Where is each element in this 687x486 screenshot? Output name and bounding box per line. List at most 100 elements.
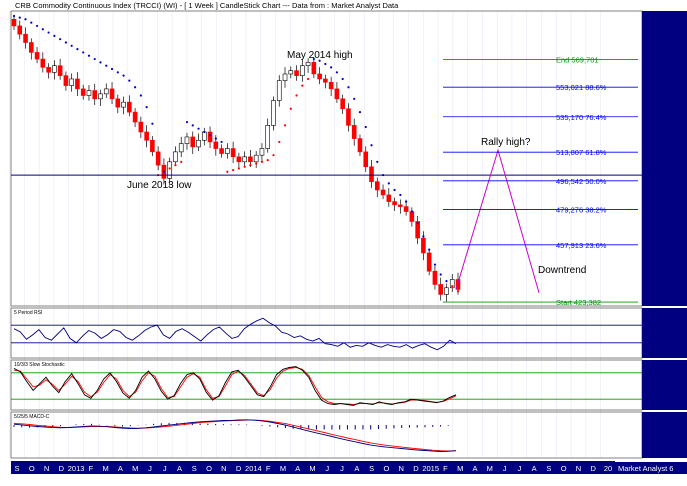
sar-dot: [416, 222, 419, 225]
candle: [259, 148, 265, 156]
candle: [23, 33, 28, 43]
sar-dot: [260, 160, 264, 163]
time-tick-label: O: [383, 464, 389, 473]
time-tick-label: 2015: [422, 464, 439, 473]
candle: [52, 65, 57, 73]
candle: [392, 201, 397, 206]
sar-dot: [347, 86, 350, 89]
time-axis: S O N D 2013 F M A M J J A S O N D 2014 F M A M J J A S O N D 2015 F M…: [11, 461, 615, 474]
sar-dot: [226, 170, 229, 173]
sar-dot: [35, 24, 39, 28]
fib-label: 553,021 88.6%: [556, 83, 607, 92]
time-tick-label: M: [309, 464, 315, 473]
candle: [363, 151, 369, 168]
time-tick-label: M: [487, 464, 493, 473]
macd-title: 5/25/5 MACD-C: [14, 414, 50, 420]
time-tick-label: S: [14, 464, 19, 473]
sar-dot: [122, 74, 125, 77]
candle: [398, 204, 403, 207]
candle: [449, 279, 455, 289]
sar-dot: [208, 134, 212, 137]
sar-dot: [105, 64, 108, 67]
time-tick-label: D: [59, 464, 65, 473]
sar-dot: [162, 170, 166, 173]
sar-dot: [445, 280, 448, 283]
sar-dot: [24, 18, 27, 21]
fib-lines: End 569,701 553,021 88.6% 535,170 76.4% 513…: [443, 56, 638, 307]
sar-dot: [128, 79, 131, 82]
candle: [351, 125, 357, 139]
candle: [34, 52, 40, 60]
sar-dot: [133, 86, 137, 89]
time-tick-label: A: [295, 464, 300, 473]
time-tick-label: A: [177, 464, 182, 473]
axis-bg-3: [642, 412, 687, 458]
candle: [155, 151, 161, 166]
sar-dot: [306, 77, 310, 81]
sar-dot: [214, 137, 217, 140]
time-tick-label: F: [89, 464, 94, 473]
candle: [276, 80, 282, 101]
sar-dot: [145, 106, 148, 109]
sar-dot: [197, 127, 200, 130]
sar-dot: [428, 248, 431, 251]
candle: [63, 75, 69, 86]
candle: [421, 237, 426, 254]
fib-label: 535,170 76.4%: [556, 113, 607, 122]
candle: [380, 189, 386, 196]
sar-dot: [139, 94, 142, 97]
chart-title: CRB Commodity Continuous Index (TRCCI) (…: [15, 1, 399, 10]
time-tick-label: D: [236, 464, 242, 473]
sar-dot: [295, 94, 298, 97]
candle: [121, 101, 126, 108]
fib-label: 479,276 38.2%: [556, 205, 607, 214]
sar-dot: [376, 160, 379, 163]
sar-dot: [99, 61, 102, 64]
candle: [334, 88, 340, 100]
candle: [236, 156, 242, 163]
candle: [28, 42, 34, 53]
time-tick-label: O: [29, 464, 35, 473]
annotation-june-2013-low: June 2013 low: [127, 180, 192, 191]
sar-dot: [410, 210, 413, 213]
axis-bg-2: [642, 360, 687, 410]
sar-dot: [278, 140, 281, 144]
axis-background: [642, 11, 687, 458]
time-tick-label: 20: [604, 464, 612, 473]
sar-dot: [387, 182, 390, 185]
candle: [328, 81, 334, 90]
time-tick-label: F: [443, 464, 448, 473]
annotations: May 2014 high June 2013 low Rally high? …: [127, 50, 586, 276]
time-tick-label: J: [340, 464, 344, 473]
candle: [311, 62, 317, 75]
time-tick-label: D: [413, 464, 419, 473]
sar-dot: [364, 125, 367, 129]
sar-dot: [393, 188, 396, 192]
candle: [86, 90, 92, 96]
candle: [80, 88, 86, 96]
time-tick-label: O: [561, 464, 567, 473]
fib-label: End 569,701: [556, 56, 599, 65]
sar-dot: [249, 164, 252, 167]
time-tick-label: J: [517, 464, 521, 473]
candle: [98, 93, 103, 100]
candle: [323, 78, 328, 83]
axis-bg-0: [642, 11, 687, 306]
candle: [438, 284, 444, 295]
sar-dot: [301, 84, 304, 87]
sar-dot: [439, 273, 442, 276]
sar-dot: [422, 235, 425, 238]
fib-label: 513,807 61.8%: [556, 148, 607, 157]
sar-dot: [116, 71, 119, 74]
axis-bg-1: [642, 308, 687, 358]
time-tick-label: J: [163, 464, 167, 473]
candle: [57, 65, 63, 76]
sar-dot: [203, 130, 206, 134]
candle: [317, 73, 322, 80]
stochastic-plot: [11, 366, 642, 406]
sar-dot: [341, 77, 344, 81]
sar-dot: [399, 193, 402, 197]
candle: [271, 100, 276, 126]
candle: [225, 148, 230, 154]
